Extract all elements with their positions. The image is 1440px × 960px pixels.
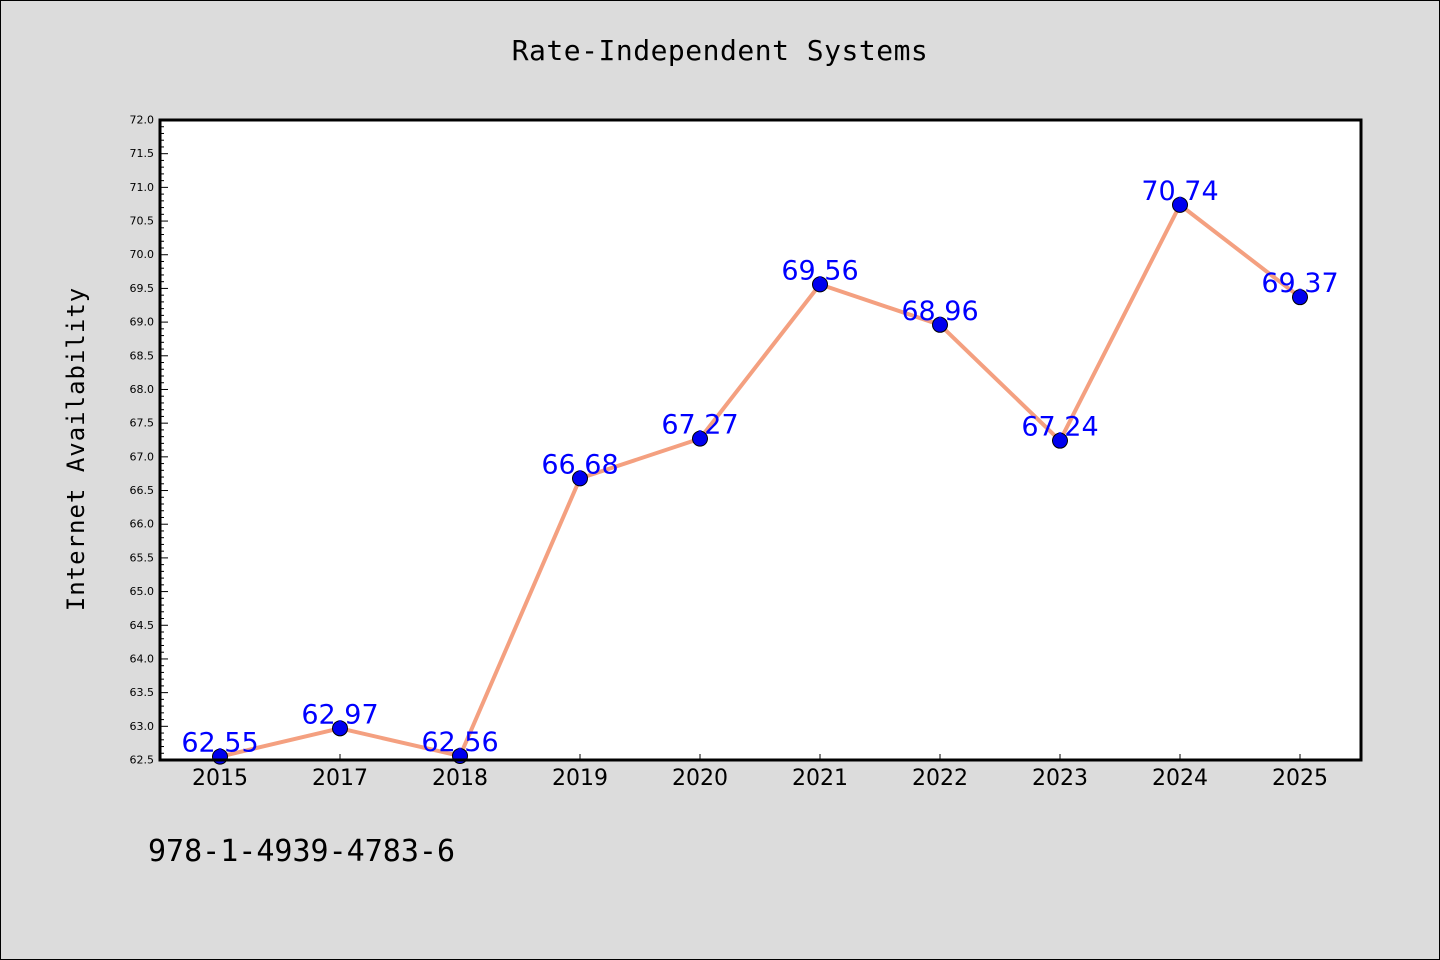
data-point [692, 430, 708, 447]
y-tick-label: 70.5 [130, 215, 155, 228]
x-tick-label: 2024 [1152, 766, 1208, 791]
data-label: 62.97 [301, 699, 378, 730]
x-tick-label: 2019 [552, 766, 608, 791]
data-label: 62.56 [421, 727, 498, 758]
data-label: 69.37 [1261, 268, 1338, 299]
series-line [219, 202, 1302, 759]
y-tick-label: 66.0 [130, 518, 155, 531]
x-tick-label: 2017 [312, 766, 368, 791]
y-tick-label: 72.0 [130, 114, 155, 127]
y-tick-label: 64.5 [130, 619, 155, 632]
data-point [1052, 432, 1068, 449]
y-tick-label: 67.5 [130, 417, 155, 430]
y-tick-label: 67.0 [130, 450, 155, 463]
y-tick-label: 69.0 [130, 316, 155, 329]
data-label: 69.56 [781, 255, 858, 286]
y-axis-label: Internet Availability [62, 287, 90, 611]
data-point [932, 316, 948, 333]
y-tick-label: 63.0 [130, 720, 155, 733]
data-point [572, 470, 588, 487]
y-tick-label: 62.5 [130, 754, 155, 767]
series-markers [212, 196, 1308, 765]
y-tick-label: 69.5 [130, 282, 155, 295]
data-label: 62.55 [181, 728, 258, 759]
y-tick-label: 71.0 [130, 181, 155, 194]
y-tick-label: 64.0 [130, 652, 155, 665]
x-axis: 2015 2017 2018 2019 2020 2021 2022 2023 2024 2025 [192, 754, 1328, 791]
data-point [812, 276, 828, 293]
y-tick-label: 70.0 [130, 248, 155, 261]
y-tick-label: 65.5 [130, 551, 155, 564]
chart-title: Rate-Independent Systems [511, 34, 929, 67]
x-tick-label: 2025 [1272, 766, 1328, 791]
data-point [332, 720, 348, 737]
y-tick-label: 63.5 [130, 686, 155, 699]
data-label: 68.96 [901, 296, 978, 327]
y-tick-label: 71.5 [130, 147, 155, 160]
data-label: 67.27 [661, 410, 738, 441]
x-tick-label: 2020 [672, 766, 728, 791]
data-label: 67.24 [1021, 412, 1098, 443]
data-point [1292, 289, 1308, 306]
plot-border [158, 118, 1363, 762]
y-tick-label: 68.5 [130, 349, 155, 362]
x-tick-label: 2018 [432, 766, 488, 791]
y-tick-label: 65.0 [130, 585, 155, 598]
isbn-text: 978-1-4939-4783-6 [148, 834, 456, 869]
y-axis: 62.5 63.0 63.5 64.0 64.5 65.0 65.5 66.0 66.5 67.0… [130, 114, 168, 767]
plot-area [160, 120, 1361, 760]
data-labels: 62.55 62.97 62.56 66.68 67.27 69.56 68.96 67.24… [181, 176, 1338, 759]
x-tick-label: 2021 [792, 766, 848, 791]
data-label: 70.74 [1141, 176, 1218, 207]
x-tick-label: 2022 [912, 766, 968, 791]
y-tick-label: 66.5 [130, 484, 155, 497]
x-tick-label: 2015 [192, 766, 248, 791]
data-label: 66.68 [541, 449, 618, 480]
x-tick-label: 2023 [1032, 766, 1088, 791]
y-tick-label: 68.0 [130, 383, 155, 396]
data-point [1172, 196, 1188, 213]
